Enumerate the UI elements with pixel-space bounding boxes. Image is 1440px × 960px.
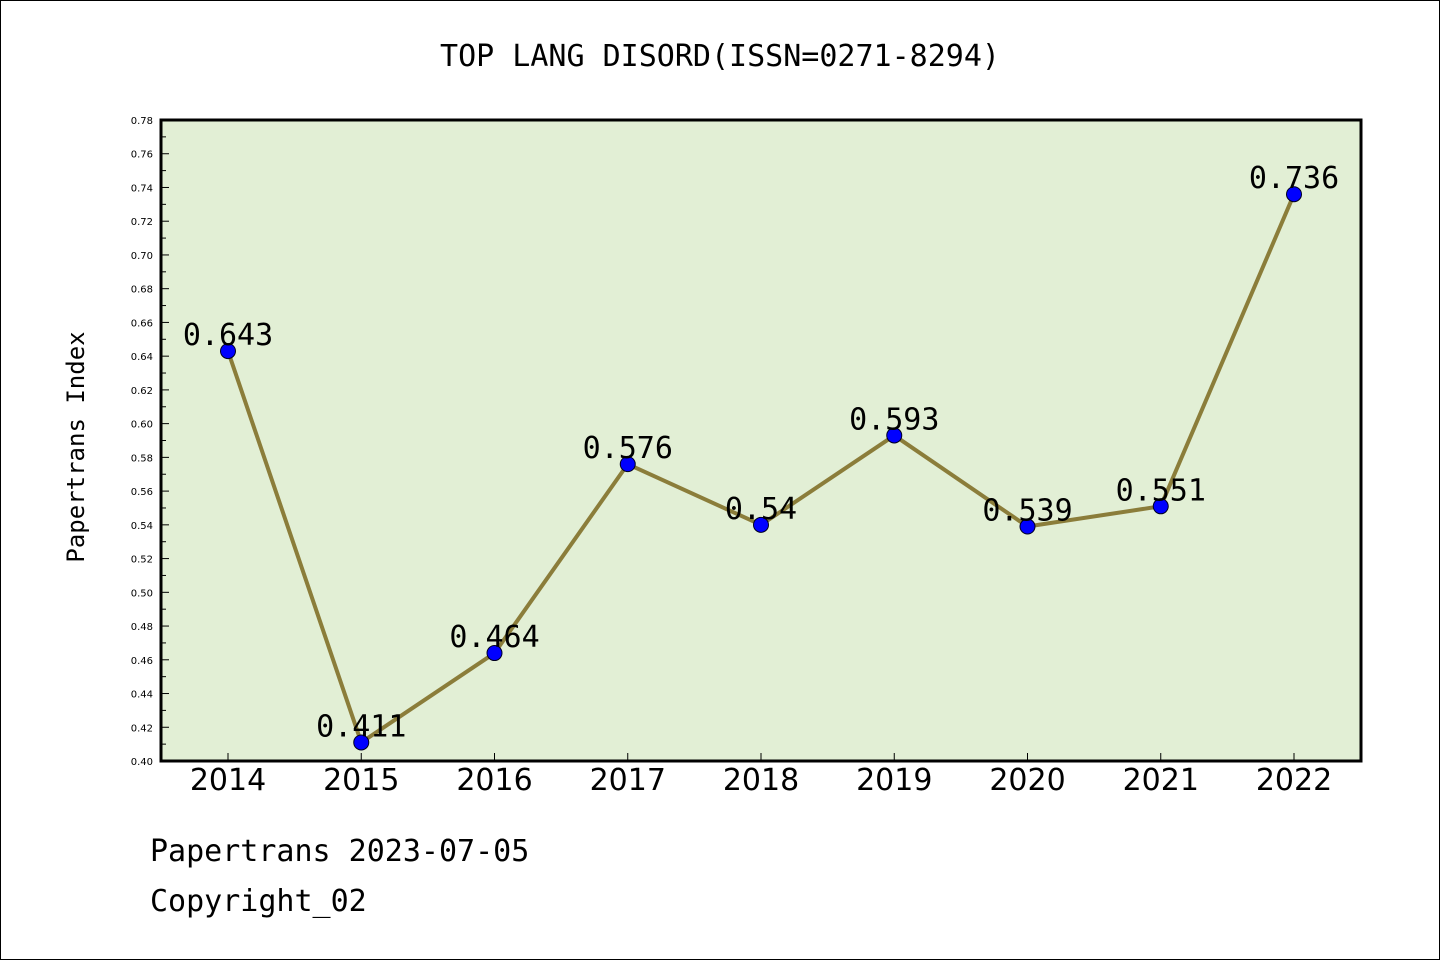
y-tick-label: 0.66 bbox=[131, 318, 153, 329]
data-label: 0.464 bbox=[449, 620, 539, 655]
y-tick-label: 0.48 bbox=[131, 622, 153, 633]
x-tick-label: 2021 bbox=[1123, 763, 1199, 798]
data-point bbox=[1152, 498, 1169, 515]
x-tick-label: 2015 bbox=[323, 763, 399, 798]
y-tick-label: 0.58 bbox=[131, 453, 153, 464]
y-tick-label: 0.54 bbox=[131, 521, 153, 532]
y-axis-label: Papertrans Index bbox=[62, 331, 90, 562]
x-tick-label: 2022 bbox=[1256, 763, 1332, 798]
y-tick-label: 0.46 bbox=[131, 656, 153, 667]
data-label: 0.54 bbox=[725, 492, 797, 527]
y-tick-label: 0.52 bbox=[131, 555, 153, 566]
data-point bbox=[486, 645, 503, 662]
y-tick-label: 0.62 bbox=[131, 386, 153, 397]
y-axis: 0.40 0.42 0.44 0.46 0.48 0.50 0.52 0.54 0.56 0.58… bbox=[131, 116, 169, 768]
y-tick-label: 0.44 bbox=[131, 690, 153, 701]
y-tick-label: 0.72 bbox=[131, 217, 153, 228]
y-tick-label: 0.76 bbox=[131, 150, 153, 161]
data-point bbox=[753, 516, 769, 533]
y-tick-label: 0.42 bbox=[131, 723, 153, 734]
y-tick-label: 0.74 bbox=[131, 183, 153, 194]
y-tick-label: 0.64 bbox=[131, 352, 153, 363]
data-point bbox=[886, 427, 903, 444]
data-label: 0.736 bbox=[1249, 161, 1339, 196]
data-point bbox=[353, 734, 370, 751]
x-tick-label: 2018 bbox=[723, 763, 799, 798]
chart-title: TOP LANG DISORD(ISSN=0271-8294) bbox=[440, 39, 1000, 74]
x-tick-label: 2017 bbox=[590, 763, 666, 798]
data-label: 0.551 bbox=[1116, 473, 1206, 508]
data-point bbox=[220, 343, 236, 360]
y-tick-label: 0.50 bbox=[131, 588, 153, 599]
y-tick-label: 0.60 bbox=[131, 420, 153, 431]
footer-copyright: Copyright_02 bbox=[150, 884, 367, 919]
data-point bbox=[619, 456, 636, 473]
footer-date: Papertrans 2023-07-05 bbox=[150, 834, 530, 869]
data-label: 0.576 bbox=[583, 431, 673, 466]
data-point bbox=[1019, 518, 1036, 535]
data-point bbox=[1286, 186, 1302, 203]
y-tick-label: 0.68 bbox=[131, 285, 153, 296]
y-tick-label: 0.70 bbox=[131, 251, 153, 262]
data-label: 0.411 bbox=[316, 709, 406, 744]
y-tick-label: 0.78 bbox=[131, 116, 153, 127]
data-label: 0.593 bbox=[849, 402, 939, 437]
plot-area bbox=[159, 118, 1363, 763]
x-tick-label: 2016 bbox=[456, 763, 532, 798]
series: 0.643 0.411 0.464 0.576 0.54 0.593 0.539 0.551 0… bbox=[183, 161, 1339, 751]
y-tick-label: 0.56 bbox=[131, 487, 153, 498]
x-tick-label: 2014 bbox=[190, 763, 266, 798]
y-tick-label: 0.40 bbox=[131, 757, 153, 768]
data-label: 0.643 bbox=[183, 318, 273, 353]
data-label: 0.539 bbox=[982, 494, 1072, 529]
x-tick-label: 2020 bbox=[989, 763, 1065, 798]
x-axis: 2014 2015 2016 2017 2018 2019 2020 2021 2022 bbox=[190, 753, 1332, 798]
x-tick-label: 2019 bbox=[856, 763, 932, 798]
